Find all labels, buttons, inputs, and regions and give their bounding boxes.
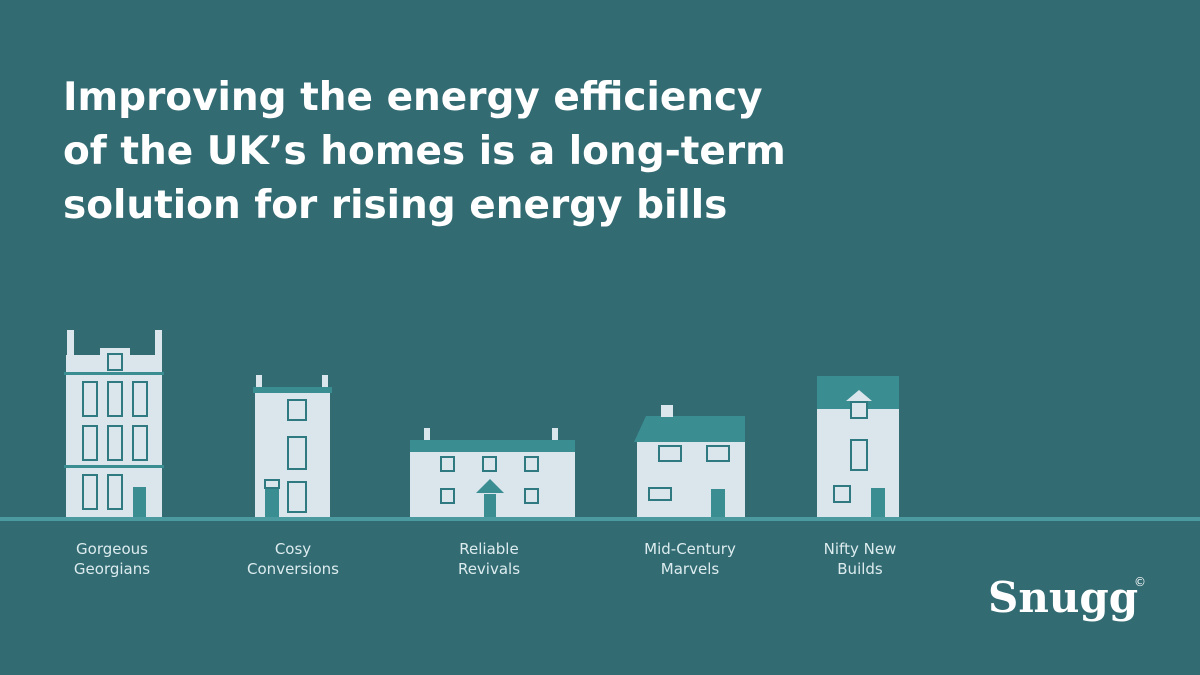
house-label: Builds	[837, 560, 883, 578]
cornice	[253, 387, 332, 393]
house-label: Gorgeous	[76, 540, 148, 558]
window	[440, 456, 455, 472]
window	[850, 401, 868, 419]
house-label: Cosy	[275, 540, 311, 558]
roof	[634, 416, 745, 442]
window	[287, 399, 307, 421]
ground-line	[0, 517, 1200, 521]
door	[133, 487, 146, 517]
window	[82, 381, 98, 417]
door	[711, 489, 725, 517]
porch	[476, 479, 504, 493]
window	[833, 485, 851, 503]
window	[658, 445, 682, 462]
window	[107, 353, 123, 371]
door	[484, 494, 496, 517]
title-line: Improving the energy efficiency	[63, 75, 763, 120]
window	[82, 474, 98, 510]
window	[648, 487, 672, 501]
door	[871, 488, 885, 517]
chimney	[256, 375, 262, 389]
house-label: Revivals	[458, 560, 520, 578]
dormer	[846, 390, 872, 401]
house-label: Conversions	[247, 560, 339, 578]
window	[482, 456, 497, 472]
window	[107, 474, 123, 510]
window	[287, 436, 307, 470]
house-label: Mid-Century	[644, 540, 736, 558]
house-label: Georgians	[74, 560, 150, 578]
window	[524, 456, 539, 472]
house-label: Reliable	[459, 540, 518, 558]
chimney	[661, 405, 673, 417]
cornice	[64, 372, 164, 375]
window	[107, 425, 123, 461]
house-label: Marvels	[661, 560, 720, 578]
window	[264, 479, 280, 489]
chimney	[322, 375, 328, 389]
chimney	[424, 428, 430, 440]
window	[287, 481, 307, 513]
window	[706, 445, 730, 462]
chimney	[155, 330, 162, 360]
window	[82, 425, 98, 461]
window	[132, 425, 148, 461]
copyright-mark: ©	[1134, 575, 1146, 589]
window	[107, 381, 123, 417]
window	[850, 439, 868, 471]
title-line: solution for rising energy bills	[63, 183, 727, 228]
chimney	[552, 428, 558, 440]
roof	[410, 440, 575, 452]
chimney	[67, 330, 74, 360]
window	[524, 488, 539, 504]
title-line: of the UK’s homes is a long-term	[63, 129, 786, 174]
house-label: Nifty New	[824, 540, 897, 558]
window	[440, 488, 455, 504]
door	[265, 489, 279, 517]
logo: Snugg	[988, 573, 1138, 622]
houses	[64, 330, 899, 518]
window	[132, 381, 148, 417]
cornice	[64, 465, 164, 468]
